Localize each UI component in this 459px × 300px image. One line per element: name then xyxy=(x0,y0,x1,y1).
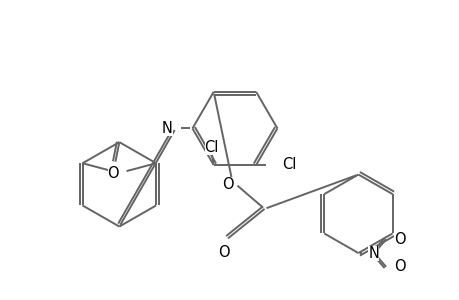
Text: N: N xyxy=(368,246,378,261)
Text: Cl: Cl xyxy=(281,158,296,172)
Text: O: O xyxy=(107,166,119,181)
Text: Cl: Cl xyxy=(204,140,218,155)
Text: N: N xyxy=(162,121,172,136)
Text: O: O xyxy=(222,177,233,192)
Text: O: O xyxy=(393,232,405,247)
Text: O: O xyxy=(218,244,230,260)
Text: O: O xyxy=(393,259,405,274)
